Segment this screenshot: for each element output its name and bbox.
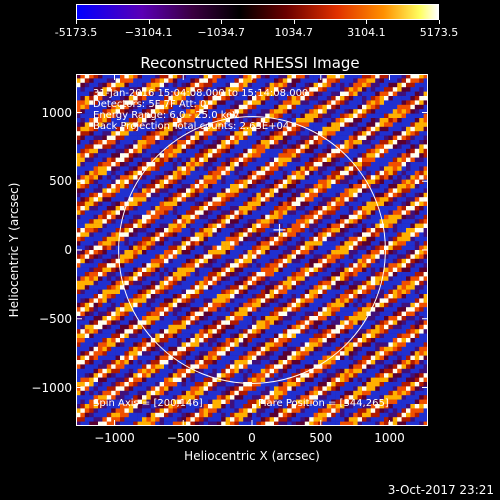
colorbar-tick-label: −3104.1 — [124, 26, 173, 39]
colorbar-tick-label: 3104.1 — [347, 26, 386, 39]
x-tick-label: 500 — [309, 431, 333, 445]
plot-area: 31-Jan-2016 15:04:08.000 to 15:14:08.000… — [76, 74, 428, 426]
annotation-detectors: Detectors: 5F 7F Att: 0 — [93, 99, 207, 110]
timestamp: 3-Oct-2017 23:21 — [387, 483, 494, 497]
y-tick-label: −500 — [39, 311, 72, 326]
colorbar-tick-label: −1034.7 — [197, 26, 246, 39]
chart-title: Reconstructed RHESSI Image — [140, 54, 360, 72]
colorbar-tick — [439, 20, 440, 24]
colorbar-tick — [366, 20, 368, 24]
x-axis-label: Heliocentric X (arcsec) — [184, 449, 320, 463]
annotation-spin-axis: Spin Axis = [200,146] — [93, 398, 203, 409]
annotation-method: Back Projection Total counts: 2.63E+04 — [93, 121, 290, 132]
y-axis-label: Heliocentric Y (arcsec) — [7, 182, 21, 318]
annotation-energy: Energy Range: 6.0 - 25.0 keV — [93, 110, 240, 121]
annotation-flare-position: Flare Position = [344,265] — [258, 398, 389, 409]
colorbar-tick — [221, 20, 223, 24]
colorbar-tick — [293, 20, 295, 24]
colorbar — [76, 4, 439, 20]
x-tick-label: 1000 — [374, 431, 405, 445]
colorbar-tick — [76, 20, 77, 24]
colorbar-tick-label: 5173.5 — [419, 26, 459, 39]
flare-marker — [273, 223, 286, 236]
x-tick-label: −500 — [166, 431, 200, 445]
x-tick-label: −1000 — [94, 431, 135, 445]
solar-limb-circle — [118, 116, 386, 384]
y-tick-label: −1000 — [31, 380, 72, 395]
annotation-time-range: 31-Jan-2016 15:04:08.000 to 15:14:08.000 — [93, 88, 309, 99]
y-tick-label: 1000 — [41, 105, 72, 120]
heatmap-image — [76, 74, 428, 426]
colorbar-tick-label: 1034.7 — [274, 26, 314, 39]
colorbar-tick — [148, 20, 150, 24]
x-tick-label: 0 — [248, 431, 256, 445]
y-tick-label: 0 — [64, 243, 72, 257]
colorbar-tick-label: -5173.5 — [54, 26, 98, 39]
y-tick-label: 500 — [49, 174, 72, 189]
